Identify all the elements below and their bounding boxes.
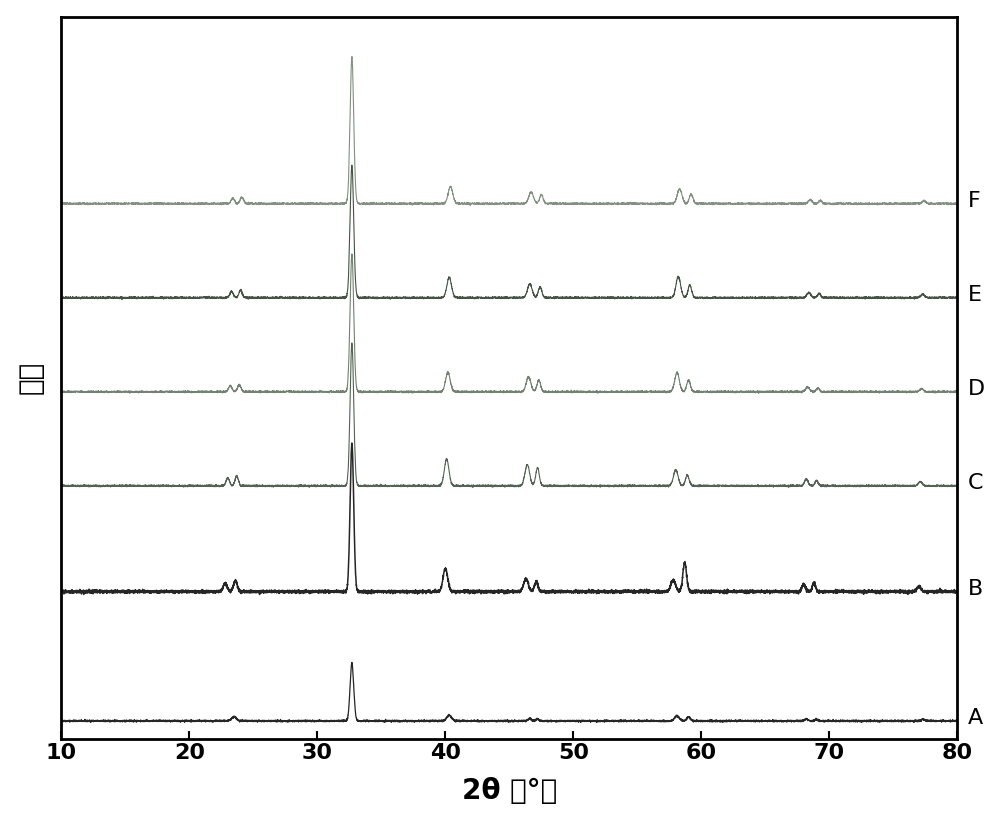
Text: B: B bbox=[968, 579, 983, 598]
Text: A: A bbox=[968, 708, 983, 728]
Text: C: C bbox=[968, 473, 983, 493]
Y-axis label: 强度: 强度 bbox=[17, 361, 45, 395]
Text: E: E bbox=[968, 284, 982, 305]
X-axis label: 2θ （°）: 2θ （°） bbox=[462, 778, 557, 806]
Text: D: D bbox=[968, 379, 985, 399]
Text: F: F bbox=[968, 191, 980, 210]
